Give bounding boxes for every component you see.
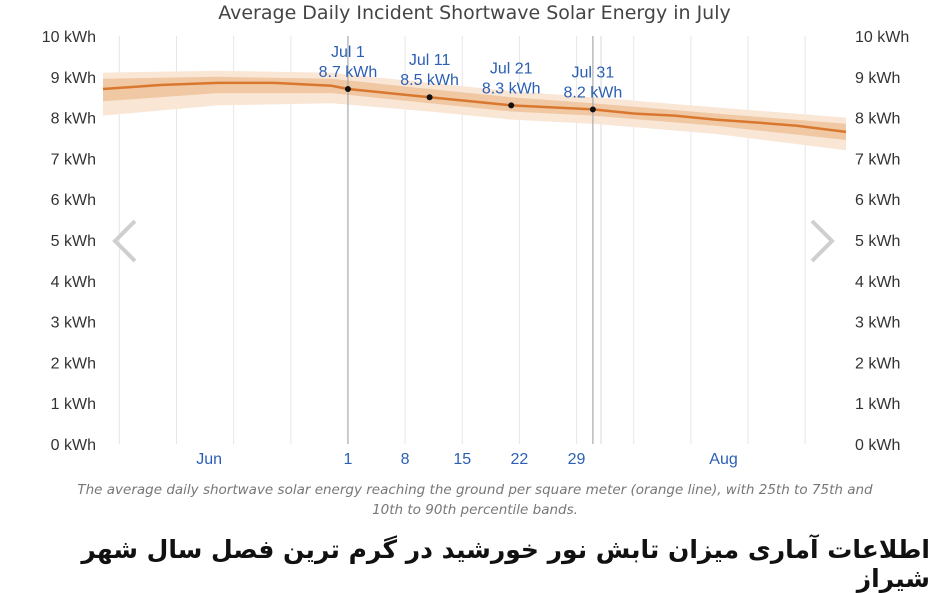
y-tick-label-right: 3 kWh [855,315,900,332]
y-tick-label-right: 8 kWh [855,111,900,128]
chevron-right-icon[interactable] [807,218,837,264]
footer-title: اطلاعات آماری میزان تابش نور خورشید در گ… [81,535,930,593]
y-tick-label-right: 0 kWh [855,437,900,454]
y-tick-label-left: 4 kWh [51,274,96,291]
y-tick-label-left: 0 kWh [51,437,96,454]
x-tick-label: 22 [511,451,529,468]
x-tick-label: 29 [568,451,586,468]
annotation-point [344,86,351,93]
annotations: Jul 1 8.7 kWh Jul 11 8.5 kWh Jul 21 8.3 kWh Ju… [319,44,623,113]
y-tick-label-right: 10 kWh [855,29,909,46]
y-tick-label-left: 3 kWh [51,315,96,332]
annotation-date: Jul 1 [331,44,365,61]
x-tick-label: 1 [343,451,352,468]
y-tick-label-left: 5 kWh [51,233,96,250]
y-tick-label-left: 2 kWh [51,355,96,372]
annotation-value: 8.5 kWh [400,72,459,89]
y-tick-label-right: 1 kWh [855,396,900,413]
y-tick-label-right: 9 kWh [855,70,900,87]
median-line-layer [102,81,847,134]
chart-caption: The average daily shortwave solar energy… [77,482,873,518]
y-tick-label-right: 6 kWh [855,192,900,209]
y-tick-label-right: 7 kWh [855,151,900,168]
band-p25-p75 [103,76,846,140]
percentile-bands [103,70,846,151]
annotation-point [589,106,596,113]
chevron-left-icon[interactable] [110,218,140,264]
y-tick-label-right: 4 kWh [855,274,900,291]
chart-title: Average Daily Incident Shortwave Solar E… [218,2,731,24]
y-tick-label-left: 9 kWh [51,70,96,87]
y-tick-label-left: 6 kWh [51,192,96,209]
y-tick-label-right: 2 kWh [855,355,900,372]
x-tick-label: 8 [401,451,410,468]
y-tick-label-left: 7 kWh [51,151,96,168]
annotation-value: 8.2 kWh [564,84,623,101]
median-line [102,81,847,134]
axis-labels: 0 kWh 0 kWh 1 kWh 1 kWh 2 kWh 2 kWh 3 kWh 3 kWh… [42,29,910,468]
annotation-point [426,94,433,101]
highlight-lines [347,36,594,444]
x-tick-label: Jun [196,451,222,468]
y-tick-label-left: 10 kWh [42,29,96,46]
x-tick-label: 15 [453,451,471,468]
annotation-point [508,102,515,109]
annotation-date: Jul 21 [490,60,533,77]
x-tick-label: Aug [709,451,737,468]
grid-layer [118,36,806,444]
annotation-value: 8.3 kWh [482,80,541,97]
y-tick-label-left: 1 kWh [51,396,96,413]
y-tick-label-right: 5 kWh [855,233,900,250]
annotation-value: 8.7 kWh [319,64,378,81]
y-tick-label-left: 8 kWh [51,111,96,128]
annotation-date: Jul 11 [409,52,451,69]
annotation-date: Jul 31 [572,64,615,81]
